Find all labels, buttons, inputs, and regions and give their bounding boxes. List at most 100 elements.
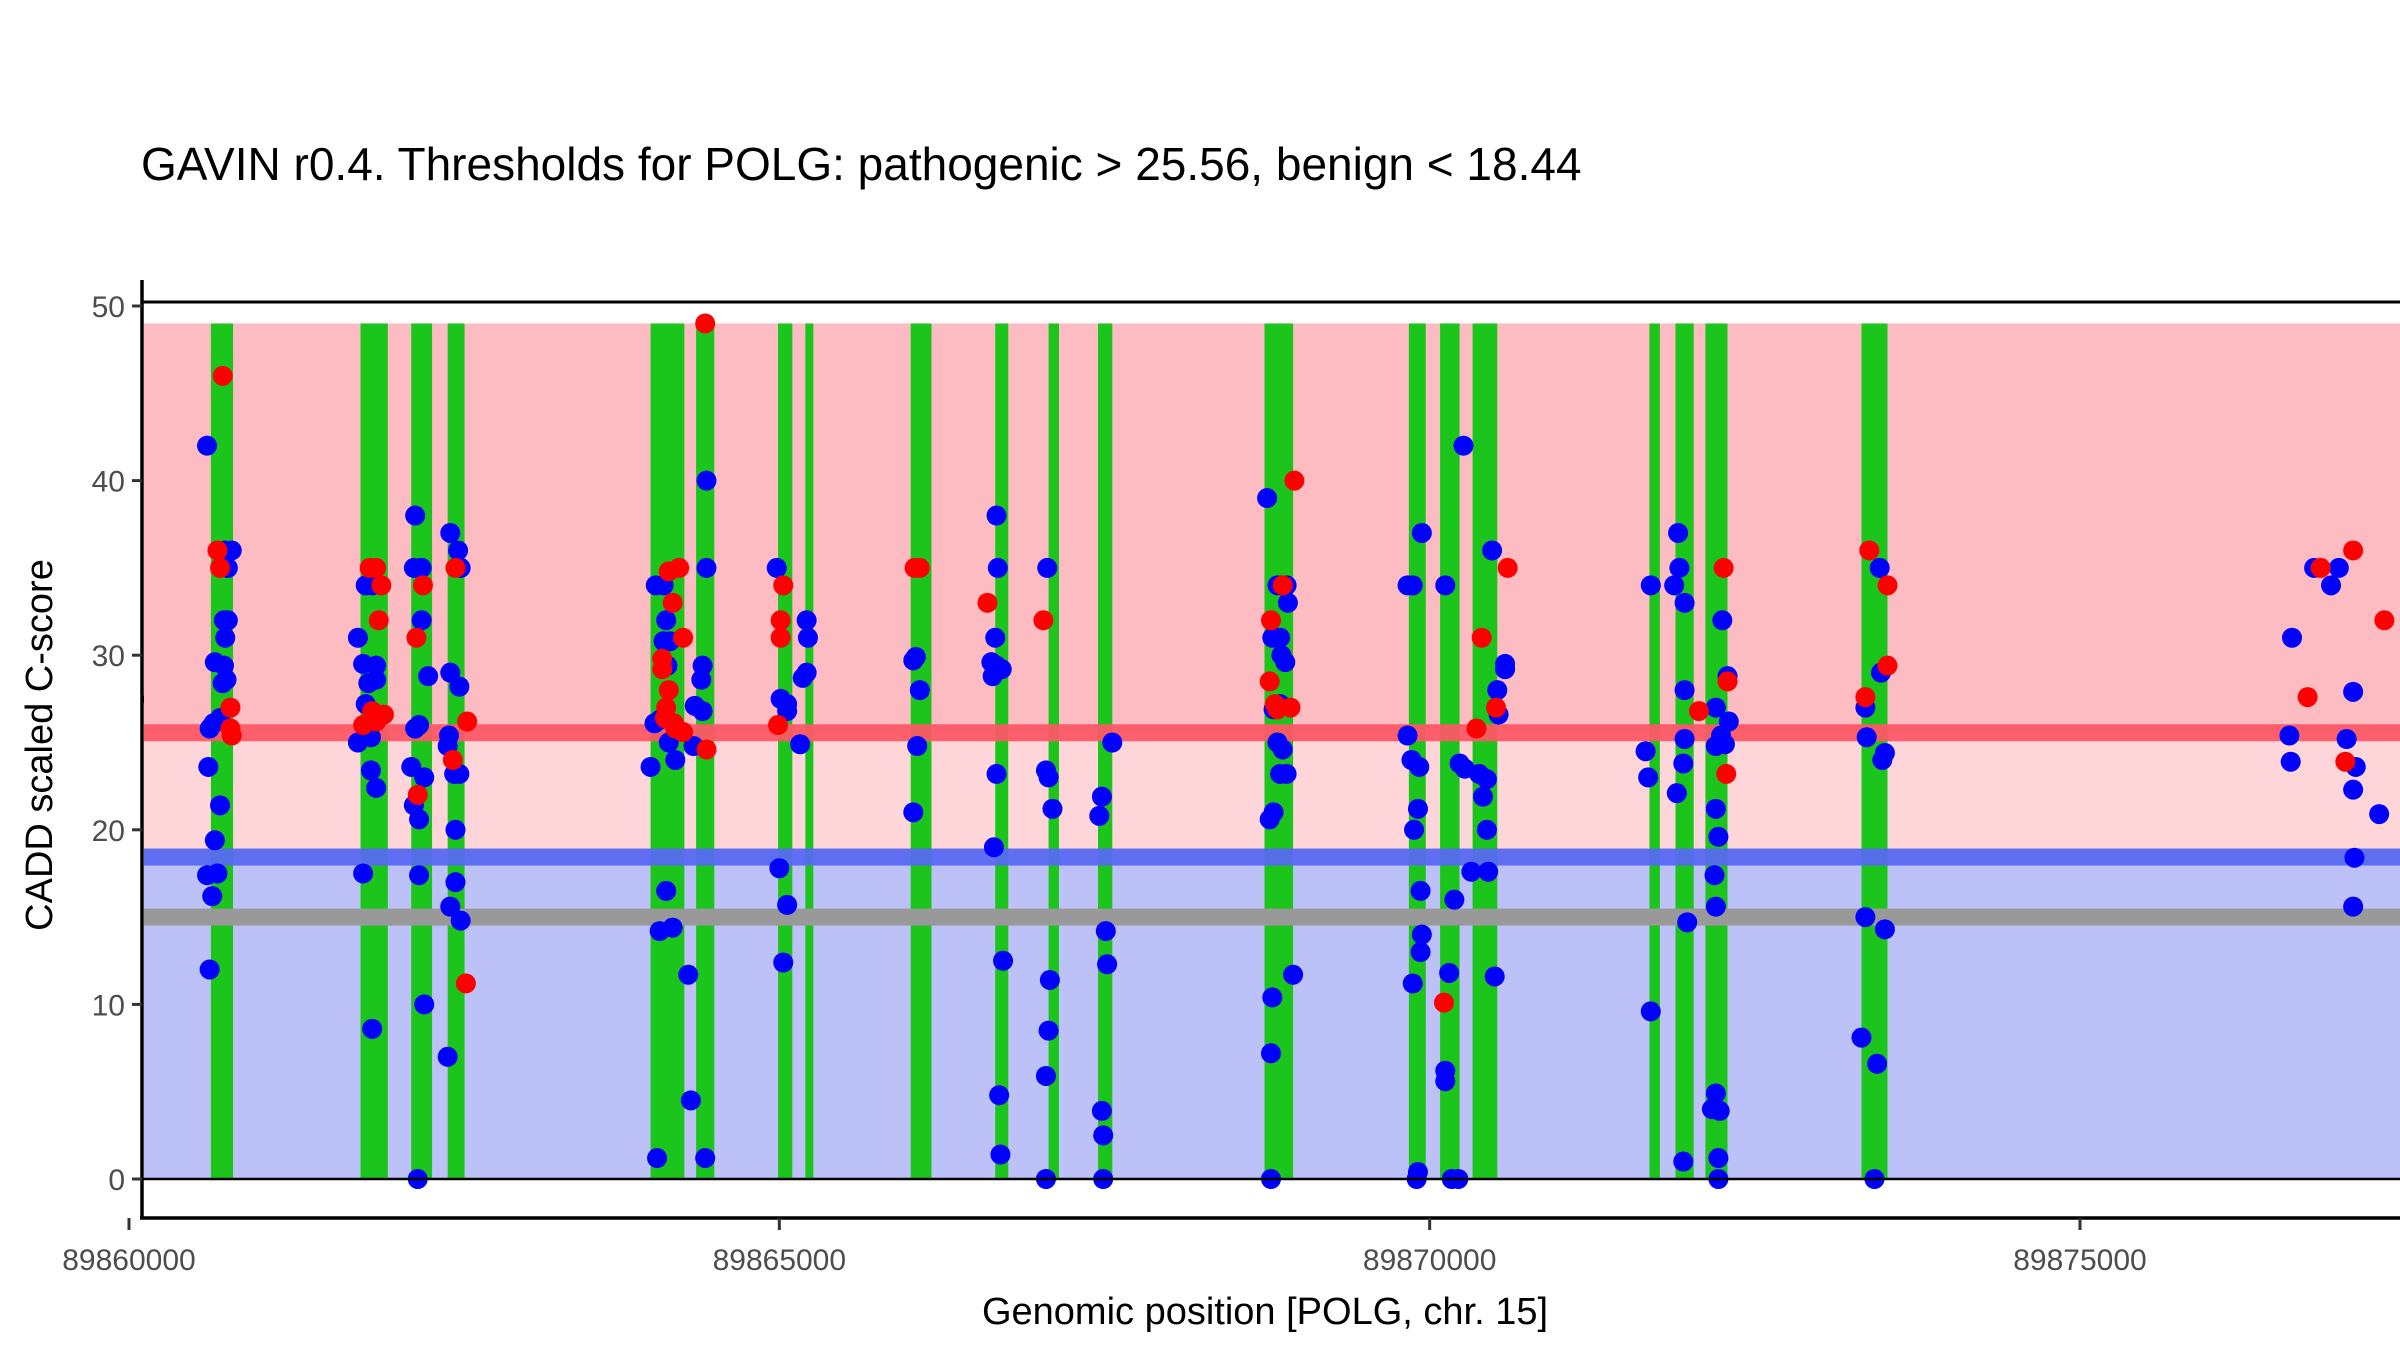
gnomad-point-188	[1478, 861, 1499, 882]
gnomad-point-1	[197, 435, 218, 456]
gnomad-point-191	[1640, 575, 1661, 596]
clinvar-point-38	[770, 627, 791, 648]
gnomad-point-230	[1867, 1053, 1888, 1074]
clinvar-point-61	[1855, 687, 1876, 708]
gnomad-point-213	[1708, 826, 1729, 847]
gnomad-point-193	[1638, 767, 1659, 788]
gnomad-point-128	[1089, 805, 1110, 826]
gnomad-point-140	[1270, 627, 1291, 648]
exon-region-8	[805, 323, 814, 1180]
gnomad-point-211	[1705, 697, 1726, 718]
clinvar-point-18	[445, 557, 466, 578]
clinvar-points	[207, 313, 2395, 1013]
gnomad-point-79	[696, 470, 717, 491]
gnomad-point-27	[366, 669, 387, 690]
gnomad-point-195	[1668, 522, 1689, 543]
clinvar-point-41	[909, 557, 930, 578]
clinvar-point-25	[673, 627, 694, 648]
gnomad-point-202	[1666, 783, 1687, 804]
gnomad-point-166	[1402, 973, 1423, 994]
gnomad-point-134	[1257, 488, 1278, 509]
clinvar-point-20	[457, 711, 478, 732]
gnomad-point-241	[2343, 779, 2364, 800]
clinvar-point-39	[773, 575, 794, 596]
clinvar-point-34	[695, 313, 716, 334]
gnomad-point-178	[1435, 1071, 1456, 1092]
gnomad-point-238	[2336, 729, 2357, 750]
gnomad-point-51	[448, 540, 469, 561]
gnomad-point-126	[1102, 732, 1123, 753]
gnomad-point-142	[1275, 652, 1296, 673]
clinvar-point-19	[442, 749, 463, 770]
clinvar-point-9	[366, 557, 387, 578]
gnomad-point-228	[1874, 919, 1895, 940]
gnomad-point-163	[1410, 880, 1431, 901]
gnomad-point-146	[1272, 739, 1293, 760]
x-tick-label-89875000: 89875000	[2013, 1244, 2146, 1277]
gnomad-point-186	[1472, 786, 1493, 807]
y-tick-label-20: 20	[92, 815, 125, 848]
clinvar-point-23	[662, 592, 683, 613]
gnomad-point-184	[1495, 659, 1516, 680]
x-axis-title: Genomic position [POLG, chr. 15]	[982, 1291, 1548, 1333]
clinvar-point-65	[2310, 557, 2331, 578]
gnomad-point-38	[411, 557, 432, 578]
gnomad-point-15	[198, 756, 219, 777]
gnomad-point-104	[907, 735, 928, 756]
gnomad-point-62	[450, 910, 471, 931]
gnomad-point-114	[983, 837, 1004, 858]
gnomad-point-138	[1277, 592, 1298, 613]
gnomad-point-158	[1397, 725, 1418, 746]
clinvar-point-44	[1259, 671, 1280, 692]
y-tick-label-30: 30	[92, 640, 125, 673]
fallback-threshold-line	[144, 908, 2400, 926]
clinvar-point-63	[1877, 655, 1898, 676]
gnomad-point-223	[1869, 557, 1890, 578]
gnomad-point-153	[1260, 1043, 1281, 1064]
x-tick-label-89870000: 89870000	[1363, 1244, 1496, 1277]
gnomad-point-96	[796, 610, 817, 631]
clinvar-point-68	[2374, 610, 2395, 631]
gnomad-point-116	[989, 1085, 1010, 1106]
clinvar-point-6	[221, 725, 242, 746]
gnomad-point-132	[1093, 1125, 1114, 1146]
gnomad-point-196	[1669, 557, 1690, 578]
gnomad-point-70	[640, 756, 661, 777]
exon-region-16	[1472, 323, 1498, 1180]
gnomad-point-123	[1038, 1020, 1059, 1041]
clinvar-point-28	[658, 680, 679, 701]
clinvar-point-24	[669, 557, 690, 578]
gnomad-point-215	[1705, 896, 1726, 917]
gnomad-point-187	[1476, 819, 1497, 840]
exon-region-3	[411, 323, 433, 1180]
clinvar-point-51	[1433, 992, 1454, 1013]
y-tick-label-10: 10	[92, 989, 125, 1022]
axes	[140, 280, 2400, 1220]
gnomad-point-176	[1439, 962, 1460, 983]
gnomad-point-201	[1673, 753, 1694, 774]
gnomad-point-214	[1704, 865, 1725, 886]
gnomad-point-130	[1097, 954, 1118, 975]
clinvar-point-11	[368, 610, 389, 631]
clinvar-point-45	[1260, 610, 1281, 631]
clinvar-point-60	[1859, 540, 1880, 561]
clinvar-point-36	[768, 715, 789, 736]
y-tick-label-40: 40	[92, 466, 125, 499]
gnomad-point-61	[440, 896, 461, 917]
gnomad-point-22	[347, 627, 368, 648]
gnomad-point-239	[2343, 681, 2364, 702]
clinvar-point-62	[1877, 575, 1898, 596]
gnomad-point-229	[1851, 1027, 1872, 1048]
gnomad-point-106	[986, 505, 1007, 526]
gnomad-point-78	[647, 1148, 668, 1169]
clinvar-point-59	[1716, 763, 1737, 784]
gnomad-point-204	[1673, 1151, 1694, 1172]
gnomad-point-212	[1705, 798, 1726, 819]
gnomad-point-210	[1714, 734, 1735, 755]
gnomad-point-129	[1095, 921, 1116, 942]
gnomad-point-89	[766, 557, 787, 578]
gnomad-point-66	[656, 610, 677, 631]
gnomad-point-198	[1674, 592, 1695, 613]
clinvar-point-67	[2335, 751, 2356, 772]
